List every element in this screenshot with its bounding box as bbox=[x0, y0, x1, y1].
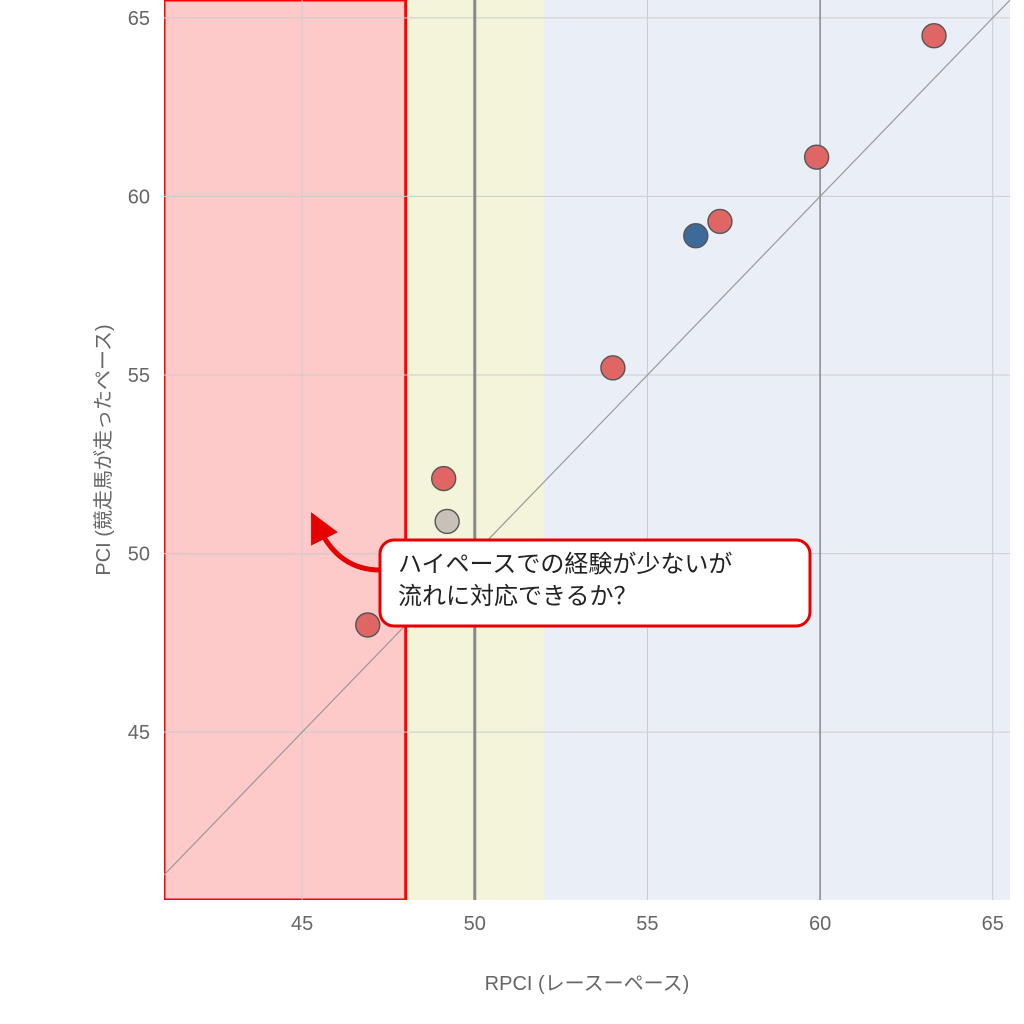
callout-text-line: 流れに対応できるか？ bbox=[398, 583, 638, 610]
y-tick-label: 55 bbox=[128, 365, 150, 387]
chart-svg: ハイペースでの経験が少ないが流れに対応できるか？ 45 50 55 60 65 45 50 55… bbox=[0, 0, 1024, 1024]
data-point bbox=[356, 613, 380, 637]
data-point bbox=[805, 145, 829, 169]
highlight-box bbox=[164, 0, 406, 900]
y-tick-label: 60 bbox=[128, 186, 150, 208]
y-tick-label: 45 bbox=[128, 722, 150, 744]
x-tick-label: 60 bbox=[809, 913, 831, 935]
plot-area bbox=[164, 0, 1010, 900]
data-point bbox=[432, 467, 456, 491]
zone-band bbox=[544, 0, 1010, 900]
x-tick-label: 50 bbox=[464, 913, 486, 935]
data-point bbox=[601, 356, 625, 380]
data-point bbox=[684, 224, 708, 248]
scatter-chart: ハイペースでの経験が少ないが流れに対応できるか？ 45 50 55 60 65 45 50 55… bbox=[0, 0, 1024, 1024]
data-point bbox=[922, 24, 946, 48]
y-tick-label: 50 bbox=[128, 544, 150, 566]
x-tick-label: 45 bbox=[291, 913, 313, 935]
x-tick-label: 65 bbox=[982, 913, 1004, 935]
x-tick-label: 55 bbox=[636, 913, 658, 935]
data-point bbox=[708, 209, 732, 233]
y-tick-label: 65 bbox=[128, 8, 150, 30]
x-axis-label: RPCI (レースーペース) bbox=[485, 973, 690, 995]
data-point bbox=[435, 509, 459, 533]
y-axis-label: PCI (競走馬が走ったペース) bbox=[92, 324, 115, 575]
callout-text-line: ハイペースでの経験が少ないが bbox=[398, 551, 732, 578]
